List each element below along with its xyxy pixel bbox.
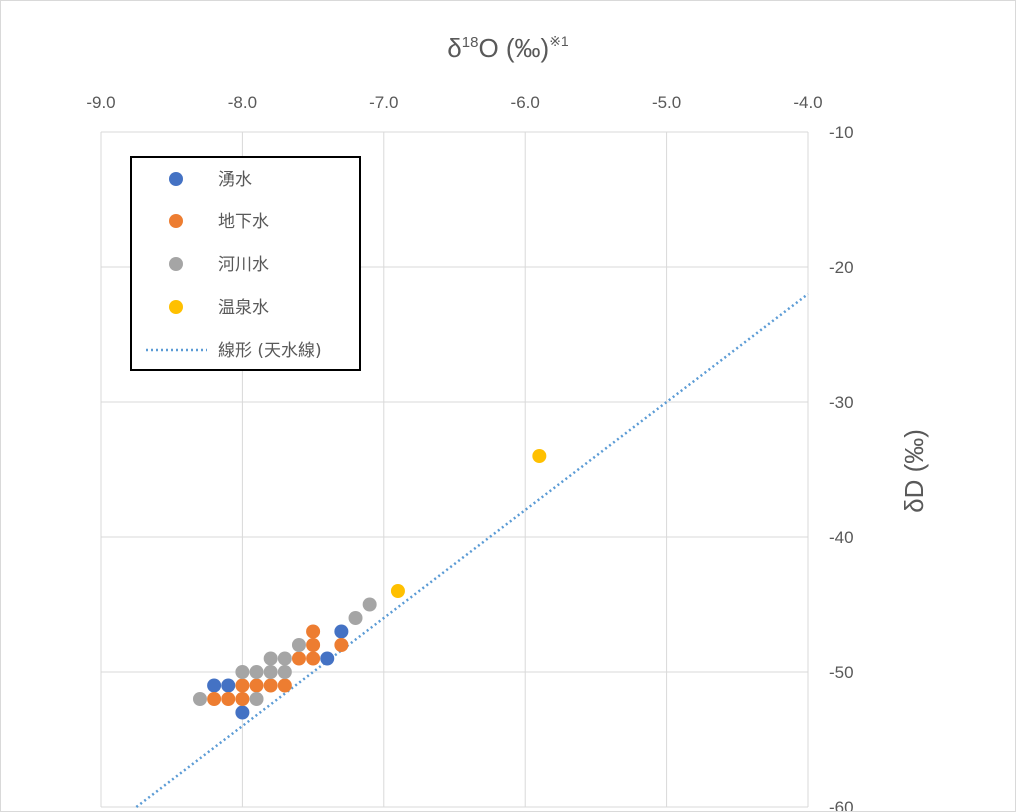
y-tick-label: -10 — [829, 123, 854, 142]
x-title-sup: 18 — [462, 34, 479, 51]
data-point-3 — [192, 692, 207, 706]
data-point-2 — [277, 678, 292, 693]
x-title-note: ※1 — [549, 33, 569, 49]
data-point-2 — [306, 638, 321, 652]
legend-marker — [169, 214, 183, 228]
data-point-2 — [291, 651, 306, 666]
y-tick-labels: -10 -20 -30 -40 -50 -60 — [829, 123, 854, 811]
x-title-prefix: δ — [447, 33, 461, 63]
legend-marker — [169, 300, 183, 314]
data-point-3 — [277, 651, 292, 666]
data-point-2 — [221, 692, 236, 706]
x-tick-label: -6.0 — [511, 93, 540, 112]
y-tick-label: -20 — [829, 258, 854, 277]
data-point-3 — [263, 665, 278, 679]
x-title-main: O (‰) — [478, 33, 549, 63]
legend-label: 河川水 — [218, 255, 269, 275]
y-tick-label: -60 — [829, 798, 854, 811]
y-tick-label: -40 — [829, 528, 854, 547]
data-point-2 — [263, 678, 278, 693]
x-tick-label: -7.0 — [369, 93, 398, 112]
legend-marker — [169, 257, 183, 271]
y-tick-label: -50 — [829, 663, 854, 682]
data-point-1 — [207, 678, 222, 693]
x-tick-labels: -9.0 -8.0 -7.0 -6.0 -5.0 -4.0 — [86, 93, 822, 112]
data-point-1 — [320, 651, 335, 666]
legend-label: 温泉水 — [218, 298, 269, 318]
trendline — [135, 293, 809, 808]
data-point-3 — [263, 651, 278, 666]
data-point-2 — [306, 651, 321, 666]
data-point-1 — [334, 624, 349, 639]
x-tick-label: -8.0 — [228, 93, 257, 112]
data-point-3 — [249, 692, 264, 706]
data-point-2 — [249, 678, 264, 693]
data-point-3 — [362, 597, 377, 612]
data-point-4 — [390, 584, 405, 598]
legend-marker — [169, 172, 183, 186]
y-tick-label: -30 — [829, 393, 854, 412]
data-point-3 — [348, 611, 363, 625]
x-axis-title: δ18O (‰)※1 — [447, 33, 569, 63]
data-point-1 — [221, 678, 236, 693]
data-point-2 — [235, 692, 250, 706]
legend-label: 湧水 — [218, 170, 252, 190]
trendline-layer — [135, 293, 809, 808]
data-point-3 — [235, 665, 250, 679]
x-tick-label: -5.0 — [652, 93, 681, 112]
data-points — [192, 449, 547, 720]
legend-label: 地下水 — [218, 212, 269, 232]
data-point-2 — [306, 624, 321, 639]
x-tick-label: -4.0 — [793, 93, 822, 112]
data-point-4 — [532, 449, 547, 463]
data-point-3 — [291, 638, 306, 652]
data-point-3 — [277, 665, 292, 679]
data-point-2 — [334, 638, 349, 652]
legend-label: 線形 (天水線) — [218, 341, 322, 361]
data-point-2 — [207, 692, 222, 706]
data-point-1 — [235, 705, 250, 720]
x-tick-label: -9.0 — [86, 93, 115, 112]
data-point-2 — [235, 678, 250, 693]
y-axis-title: δD (‰) — [899, 429, 929, 513]
data-point-3 — [249, 665, 264, 679]
